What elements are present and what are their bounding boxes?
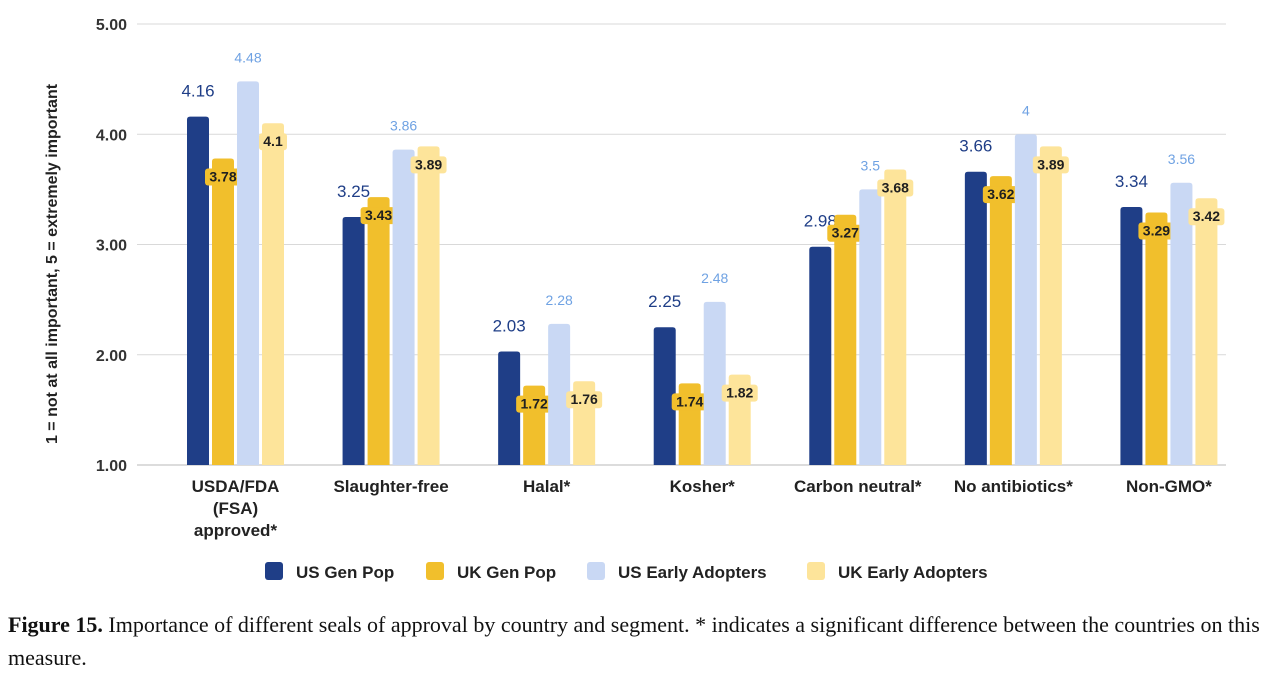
data-label: 3.5 — [861, 157, 881, 173]
bar — [342, 216, 365, 465]
legend-swatch — [426, 562, 444, 580]
data-label-background — [259, 133, 287, 151]
bar — [1120, 207, 1143, 465]
legend-label: UK Early Adopters — [838, 563, 988, 582]
bar — [989, 176, 1012, 465]
y-tick-label: 5.00 — [96, 17, 127, 34]
data-label-background — [827, 224, 864, 242]
data-label-background — [1138, 222, 1175, 240]
bar — [1195, 198, 1218, 465]
bar — [187, 116, 209, 466]
bar — [1039, 146, 1062, 465]
data-label: 4.16 — [181, 82, 214, 101]
y-tick-label: 1.00 — [96, 458, 127, 475]
bar — [392, 149, 415, 465]
data-label: 3.86 — [390, 118, 417, 134]
data-label-background — [671, 393, 708, 411]
data-label-background — [566, 391, 603, 409]
bar — [417, 146, 440, 465]
legend-label: UK Gen Pop — [457, 563, 556, 582]
data-label: 3.42 — [1193, 208, 1220, 224]
bar — [262, 123, 284, 465]
x-tick-label: Kosher* — [670, 477, 736, 496]
bar — [1170, 182, 1193, 465]
figure-caption-text: Importance of different seals of approva… — [8, 612, 1260, 670]
x-tick-label: Carbon neutral* — [794, 477, 922, 496]
data-label: 4.48 — [234, 49, 261, 65]
bar — [1145, 212, 1168, 465]
data-label: 2.28 — [546, 292, 573, 308]
data-label-background — [1188, 208, 1225, 226]
bar — [498, 351, 521, 465]
data-label-background — [982, 186, 1019, 204]
data-label: 3.66 — [959, 137, 992, 156]
legend-label: US Early Adopters — [618, 563, 767, 582]
bar — [367, 197, 390, 465]
bar — [653, 327, 676, 465]
x-tick-label: Non-GMO* — [1126, 477, 1212, 496]
x-tick-label: Halal* — [523, 477, 571, 496]
y-tick-label: 2.00 — [96, 348, 127, 365]
bar — [964, 171, 987, 466]
data-label-background — [410, 156, 447, 174]
x-tick-label: approved* — [194, 521, 278, 540]
data-label: 1.82 — [726, 385, 753, 401]
bar — [859, 189, 882, 465]
data-label: 3.68 — [882, 180, 909, 196]
bar — [884, 169, 907, 465]
x-tick-label: No antibiotics* — [954, 477, 1073, 496]
data-label: 1.76 — [571, 391, 598, 407]
bar — [1014, 134, 1037, 465]
x-tick-label: USDA/FDA — [192, 477, 280, 496]
data-label: 2.25 — [648, 292, 681, 311]
data-label-background — [721, 384, 758, 402]
bar — [703, 301, 726, 465]
figure-caption: Figure 15. Importance of different seals… — [8, 608, 1272, 674]
data-label-background — [360, 207, 397, 225]
data-label: 1.72 — [521, 396, 548, 412]
data-label: 3.78 — [209, 169, 236, 185]
y-axis-label: 1 = not at all important, 5 = extremely … — [44, 83, 61, 444]
data-label: 1.74 — [676, 393, 703, 409]
x-tick-label: (FSA) — [213, 499, 258, 518]
x-tick-label: Slaughter-free — [333, 477, 448, 496]
data-label: 3.25 — [337, 182, 370, 201]
data-label-background — [1032, 156, 1069, 174]
data-label: 3.56 — [1168, 151, 1195, 167]
bar-chart: 1.00 2.00 3.00 4.00 5.00 1 = not at all impor… — [44, 17, 1226, 582]
data-label: 3.62 — [987, 186, 1014, 202]
legend-swatch — [265, 562, 283, 580]
bar — [834, 214, 857, 465]
data-label-background — [877, 179, 914, 197]
data-label: 3.43 — [365, 207, 392, 223]
figure-caption-label: Figure 15. — [8, 612, 103, 637]
data-label-background — [205, 168, 241, 186]
bar — [212, 158, 234, 465]
data-label: 3.89 — [1037, 156, 1064, 172]
data-label: 4 — [1022, 102, 1030, 118]
legend-swatch — [807, 562, 825, 580]
data-label: 3.27 — [832, 225, 859, 241]
y-tick-label: 4.00 — [96, 127, 127, 144]
data-label: 2.03 — [493, 316, 526, 335]
data-label: 3.89 — [415, 156, 442, 172]
data-label: 3.34 — [1115, 172, 1148, 191]
data-label: 4.1 — [263, 133, 283, 149]
bar — [237, 81, 259, 465]
y-tick-label: 3.00 — [96, 238, 127, 255]
bar — [548, 323, 571, 465]
legend-swatch — [587, 562, 605, 580]
data-label-background — [516, 395, 553, 413]
bar — [809, 246, 832, 465]
legend-label: US Gen Pop — [296, 563, 394, 582]
data-label: 2.48 — [701, 270, 728, 286]
data-label: 3.29 — [1143, 223, 1170, 239]
